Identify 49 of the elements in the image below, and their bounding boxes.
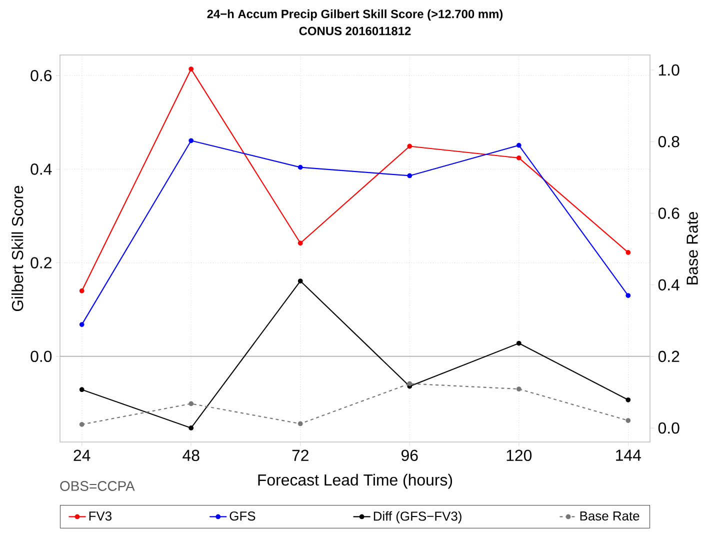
x-tick-label: 72 <box>292 450 308 461</box>
y-tick-label: 0.0 <box>30 350 52 362</box>
chart-title: 24−h Accum Precip Gilbert Skill Score (>12.700 mm) <box>207 9 503 21</box>
y-tick-label: 0.6 <box>30 70 52 82</box>
point <box>188 66 194 72</box>
text: OBS=CCPA <box>60 481 135 491</box>
x-tick-label: 24 <box>74 450 90 461</box>
point <box>516 156 522 160</box>
point <box>626 293 631 298</box>
y2-axis-title: Base Rate <box>686 212 698 284</box>
point <box>298 164 303 170</box>
point <box>79 322 84 327</box>
point <box>188 138 194 144</box>
point <box>188 426 194 430</box>
point <box>79 422 84 427</box>
x-tick-label: 96 <box>402 450 418 462</box>
y-axis-title: Gilbert Skill Score <box>12 186 24 312</box>
point <box>626 397 631 402</box>
point <box>188 401 194 406</box>
point <box>516 142 522 148</box>
point <box>298 240 303 246</box>
x-tick-label: 144 <box>616 450 641 461</box>
point <box>626 418 631 423</box>
chart-subtitle: CONUS 2016011812 <box>299 26 411 36</box>
point <box>407 144 412 149</box>
point <box>516 386 522 392</box>
y2-tick-label: 0.6 <box>658 208 680 219</box>
x-axis-title: Forecast Lead Time (hours) <box>258 474 452 489</box>
y-tick-label: 0.2 <box>30 257 52 268</box>
point <box>407 173 412 178</box>
point <box>407 381 412 386</box>
point <box>626 250 631 255</box>
point <box>298 278 303 284</box>
legend-label: Base Rate <box>580 512 640 521</box>
y2-tick-label: 0.0 <box>658 422 680 434</box>
legend-label: FV3 <box>89 511 112 521</box>
point <box>516 340 522 346</box>
y2-tick-label: 1.0 <box>659 64 680 76</box>
y2-tick-label: 0.4 <box>658 279 680 290</box>
x-tick-label: 48 <box>182 450 200 462</box>
legend-label: GFS <box>230 511 256 521</box>
legend-label: Diff (GFS−FV3) <box>374 511 462 524</box>
y-tick-label: 0.4 <box>30 164 52 175</box>
x-tick-label: 120 <box>506 450 532 462</box>
point <box>79 288 84 294</box>
y2-tick-label: 0.8 <box>658 136 680 148</box>
point <box>298 421 303 426</box>
point <box>79 387 84 392</box>
y2-tick-label: 0.2 <box>658 350 680 362</box>
